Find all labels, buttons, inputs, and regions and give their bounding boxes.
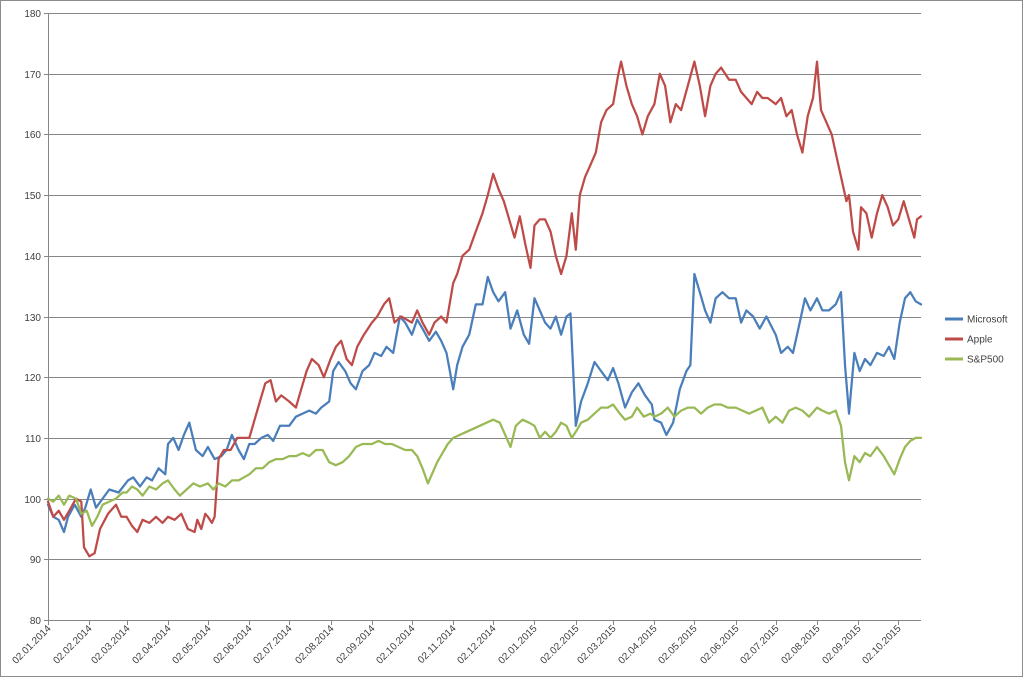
x-tick-label: 02.03.2014 [89, 623, 132, 666]
x-tick-label: 02.12.2014 [455, 623, 498, 666]
x-tick-label: 02.07.2015 [738, 623, 781, 666]
gridlines [48, 13, 921, 560]
y-tick-label: 180 [24, 9, 41, 20]
legend: Microsoft Apple S&P500 [945, 315, 1008, 366]
y-tick-label: 150 [24, 191, 41, 202]
legend-label: S&P500 [967, 355, 1004, 366]
y-tick-label: 140 [24, 252, 41, 263]
x-tick-label: 02.09.2015 [820, 623, 863, 666]
x-tick-label: 02.08.2014 [293, 623, 336, 666]
x-tick-label: 02.04.2014 [130, 623, 173, 666]
x-tick-label: 02.08.2015 [779, 623, 822, 666]
x-tick-label: 02.10.2015 [860, 623, 903, 666]
x-tick-label: 02.10.2014 [374, 623, 417, 666]
y-tick-label: 110 [25, 434, 41, 445]
x-tick-label: 02.11.2014 [416, 623, 459, 666]
series-line-apple [46, 60, 923, 558]
x-tick-label: 02.03.2015 [575, 623, 618, 666]
series-line-s-p500 [46, 403, 923, 528]
y-tick-label: 130 [24, 313, 41, 324]
x-tick-label: 02.06.2015 [698, 623, 741, 666]
y-tick-label: 170 [24, 70, 41, 81]
x-tick-label: 02.07.2014 [251, 623, 294, 666]
x-tick-label: 02.05.2014 [170, 623, 213, 666]
y-tick-label: 160 [24, 130, 41, 141]
y-tick-label: 100 [24, 495, 41, 506]
y-tick-label: 80 [30, 616, 42, 627]
legend-label: Apple [967, 335, 993, 346]
series-line-microsoft [46, 272, 923, 534]
x-tick-label: 02.01.2015 [496, 623, 539, 666]
x-tick-label: 02.05.2015 [656, 623, 699, 666]
x-tick-label: 02.09.2014 [334, 623, 377, 666]
x-tick-label: 02.06.2014 [211, 623, 254, 666]
series-lines [46, 60, 923, 558]
legend-label: Microsoft [967, 315, 1008, 326]
y-tick-label: 120 [24, 373, 41, 384]
y-tick-label: 90 [30, 555, 42, 566]
x-tick-label: 02.04.2015 [616, 623, 659, 666]
x-tick-label: 02.02.2014 [51, 623, 94, 666]
x-tick-label: 02.01.2014 [10, 623, 53, 666]
